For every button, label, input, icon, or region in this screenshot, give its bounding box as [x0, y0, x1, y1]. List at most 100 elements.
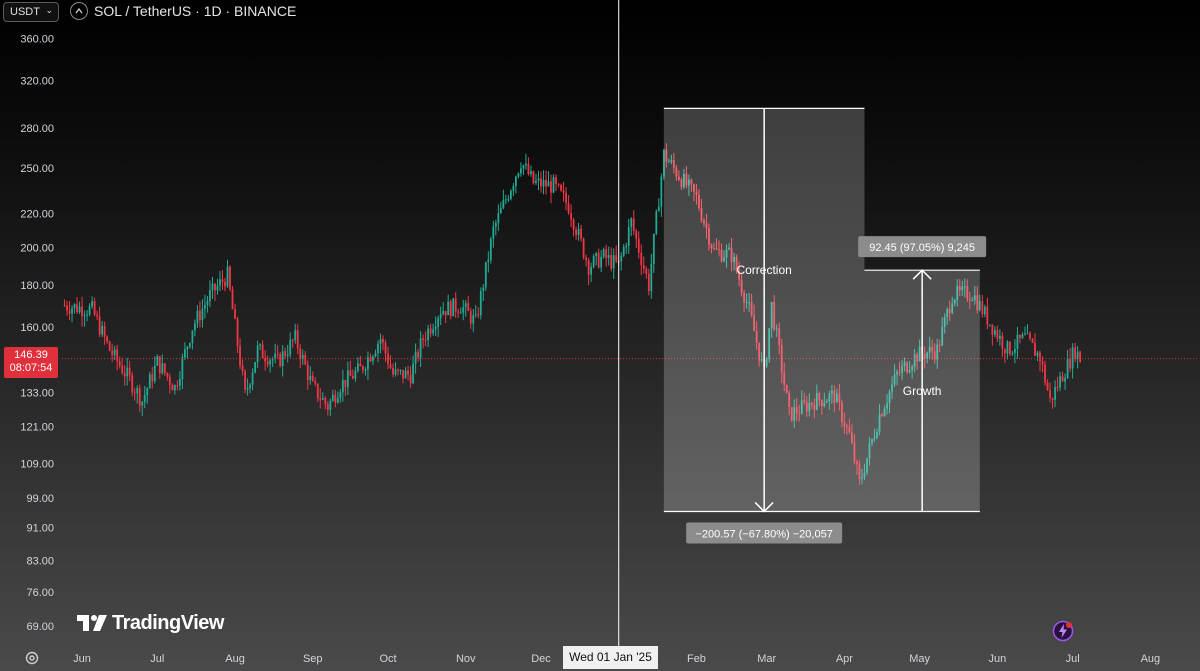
- candle-body[interactable]: [276, 353, 279, 355]
- candle-body[interactable]: [379, 338, 382, 344]
- candle-body[interactable]: [918, 346, 921, 362]
- candle-body[interactable]: [968, 299, 971, 301]
- candle-body[interactable]: [788, 393, 791, 408]
- candle-body[interactable]: [693, 184, 695, 192]
- candle-body[interactable]: [499, 208, 502, 214]
- candle-body[interactable]: [838, 393, 841, 403]
- candle-body[interactable]: [958, 286, 961, 290]
- candle-body[interactable]: [389, 364, 392, 368]
- candle-body[interactable]: [71, 308, 73, 314]
- candle-body[interactable]: [886, 403, 888, 409]
- candle-body[interactable]: [1061, 376, 1064, 382]
- candle-body[interactable]: [404, 370, 407, 379]
- candle-body[interactable]: [158, 356, 161, 374]
- candle-body[interactable]: [562, 190, 565, 193]
- candle-body[interactable]: [234, 309, 236, 319]
- candle-body[interactable]: [452, 298, 455, 317]
- candle-body[interactable]: [387, 353, 389, 365]
- candle-body[interactable]: [978, 300, 981, 311]
- candle-body[interactable]: [853, 442, 856, 462]
- candle-body[interactable]: [710, 244, 713, 249]
- candle-body[interactable]: [171, 384, 174, 391]
- candle-body[interactable]: [497, 213, 500, 223]
- candle-body[interactable]: [138, 388, 141, 406]
- candle-body[interactable]: [813, 404, 816, 410]
- measure-tools[interactable]: Correction −200.57 (−67.80%) −20,057 Gro…: [663, 107, 987, 544]
- candle-body[interactable]: [402, 369, 404, 379]
- candle-body[interactable]: [201, 308, 204, 321]
- candle-body[interactable]: [896, 371, 898, 375]
- candle-body[interactable]: [630, 218, 633, 227]
- candle-body[interactable]: [214, 283, 216, 291]
- candle-body[interactable]: [98, 316, 101, 335]
- candle-body[interactable]: [294, 330, 297, 341]
- candle-body[interactable]: [627, 226, 630, 246]
- candle-body[interactable]: [424, 339, 427, 341]
- candle-body[interactable]: [851, 432, 853, 443]
- candle-body[interactable]: [948, 309, 951, 313]
- candle-body[interactable]: [685, 173, 688, 186]
- candle-body[interactable]: [1076, 351, 1079, 359]
- candle-body[interactable]: [652, 233, 655, 264]
- candle-body[interactable]: [143, 395, 146, 402]
- candle-body[interactable]: [993, 330, 996, 335]
- candle-body[interactable]: [507, 198, 510, 200]
- flash-icon[interactable]: [1052, 620, 1074, 642]
- candle-body[interactable]: [750, 301, 753, 316]
- candle-body[interactable]: [502, 200, 505, 209]
- candle-body[interactable]: [662, 149, 665, 177]
- candle-body[interactable]: [63, 305, 66, 307]
- candle-body[interactable]: [331, 394, 334, 401]
- candle-body[interactable]: [256, 345, 259, 363]
- candle-body[interactable]: [642, 265, 645, 269]
- candle-body[interactable]: [848, 426, 851, 433]
- tradingview-logo[interactable]: TradingView: [76, 612, 224, 636]
- candle-body[interactable]: [269, 360, 272, 365]
- candle-body[interactable]: [194, 323, 196, 331]
- candle-body[interactable]: [795, 407, 798, 414]
- candle-body[interactable]: [364, 369, 367, 371]
- candle-body[interactable]: [136, 388, 139, 394]
- candle-body[interactable]: [818, 393, 821, 401]
- candle-body[interactable]: [587, 260, 590, 275]
- candle-body[interactable]: [735, 256, 738, 272]
- candle-body[interactable]: [314, 381, 317, 384]
- candle-body[interactable]: [602, 249, 605, 257]
- candle-body[interactable]: [708, 228, 710, 245]
- candle-body[interactable]: [504, 199, 507, 201]
- candle-body[interactable]: [770, 301, 773, 329]
- candle-body[interactable]: [1046, 382, 1049, 391]
- candle-body[interactable]: [178, 379, 181, 386]
- candle-body[interactable]: [825, 401, 828, 403]
- candle-body[interactable]: [1016, 334, 1019, 349]
- candle-body[interactable]: [372, 356, 374, 362]
- price-axis[interactable]: 69.00 76.00 83.00 91.00 99.00 109.00 121.00 133…: [20, 34, 54, 634]
- candle-body[interactable]: [798, 413, 801, 415]
- candle-body[interactable]: [916, 354, 919, 362]
- candle-body[interactable]: [477, 314, 480, 316]
- candle-body[interactable]: [1024, 333, 1026, 335]
- candle-body[interactable]: [903, 362, 906, 366]
- candle-body[interactable]: [153, 365, 156, 382]
- candle-body[interactable]: [986, 306, 989, 325]
- candle-body[interactable]: [898, 371, 901, 373]
- candle-body[interactable]: [830, 390, 833, 394]
- candle-body[interactable]: [126, 367, 129, 377]
- candle-body[interactable]: [963, 286, 966, 288]
- candle-body[interactable]: [88, 306, 91, 315]
- candle-body[interactable]: [577, 228, 580, 236]
- candle-body[interactable]: [1006, 341, 1009, 354]
- candle-body[interactable]: [740, 279, 743, 293]
- candle-body[interactable]: [351, 375, 354, 379]
- candle-body[interactable]: [567, 202, 570, 213]
- candle-body[interactable]: [607, 255, 610, 258]
- candle-body[interactable]: [266, 361, 269, 365]
- candle-body[interactable]: [128, 367, 131, 376]
- candle-body[interactable]: [572, 219, 575, 230]
- candle-body[interactable]: [678, 176, 680, 180]
- candle-body[interactable]: [672, 160, 675, 168]
- candle-body[interactable]: [68, 310, 71, 314]
- candle-body[interactable]: [469, 311, 472, 324]
- candle-body[interactable]: [527, 163, 530, 175]
